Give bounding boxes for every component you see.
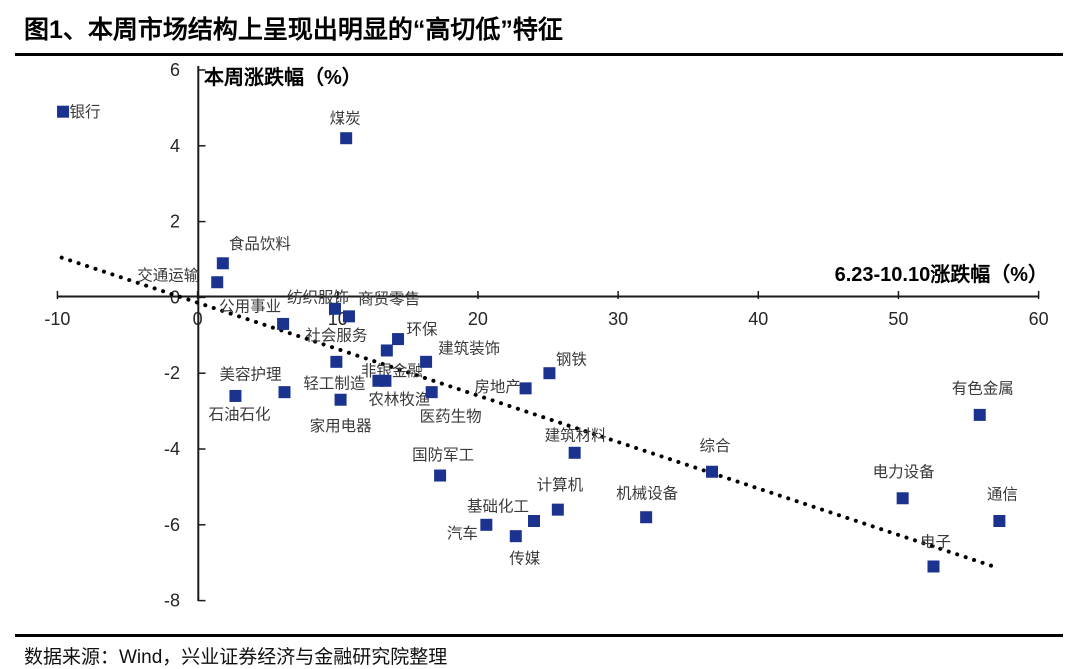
scatter-point-公用事业 bbox=[277, 317, 290, 330]
point-label-纺织服饰: 纺织服饰 bbox=[287, 288, 349, 306]
y-tick-label: -2 bbox=[164, 363, 180, 383]
x-tick-label: 60 bbox=[1029, 309, 1049, 329]
scatter-point-非银金融 bbox=[380, 344, 393, 357]
scatter-point-国防军工 bbox=[434, 469, 447, 482]
scatter-point-食品饮料 bbox=[216, 257, 229, 270]
point-label-综合: 综合 bbox=[700, 437, 732, 455]
scatter-point-美容护理 bbox=[278, 386, 291, 399]
point-label-基础化工: 基础化工 bbox=[467, 498, 529, 516]
point-label-食品饮料: 食品饮料 bbox=[229, 235, 291, 253]
x-tick-label: 30 bbox=[608, 309, 628, 329]
scatter-point-汽车 bbox=[480, 518, 493, 531]
trendline bbox=[59, 255, 996, 569]
scatter-point-医药生物 bbox=[425, 386, 438, 399]
point-label-家用电器: 家用电器 bbox=[310, 417, 373, 435]
y-axis-title: 本周涨跌幅（%） bbox=[204, 65, 362, 89]
point-label-商贸零售: 商贸零售 bbox=[358, 290, 420, 308]
x-tick-label: 20 bbox=[468, 309, 488, 329]
scatter-point-传媒 bbox=[509, 530, 522, 543]
scatter-point-银行 bbox=[57, 105, 70, 118]
scatter-point-通信 bbox=[993, 515, 1006, 528]
point-label-国防军工: 国防军工 bbox=[412, 446, 474, 464]
point-label-房地产: 房地产 bbox=[474, 378, 521, 396]
x-axis-title: 6.23-10.10涨跌幅（%） bbox=[835, 262, 1048, 286]
scatter-point-纺织服饰 bbox=[328, 302, 341, 315]
scatter-point-交通运输 bbox=[211, 276, 224, 289]
point-label-电子: 电子 bbox=[920, 533, 951, 551]
point-label-建筑材料: 建筑材料 bbox=[545, 426, 607, 444]
point-label-传媒: 传媒 bbox=[509, 550, 541, 568]
point-label-石油石化: 石油石化 bbox=[208, 405, 270, 423]
scatter-point-计算机 bbox=[551, 503, 564, 516]
point-label-通信: 通信 bbox=[987, 486, 1018, 504]
scatter-point-基础化工 bbox=[528, 515, 541, 528]
point-label-医药生物: 医药生物 bbox=[420, 408, 482, 426]
y-tick-label: 0 bbox=[170, 287, 180, 307]
footer-divider bbox=[15, 634, 1063, 637]
point-label-美容护理: 美容护理 bbox=[219, 366, 281, 384]
point-label-公用事业: 公用事业 bbox=[219, 297, 281, 315]
point-label-社会服务: 社会服务 bbox=[305, 326, 367, 344]
y-tick-label: 4 bbox=[170, 136, 180, 156]
point-label-环保: 环保 bbox=[407, 321, 439, 339]
point-label-交通运输: 交通运输 bbox=[137, 267, 200, 285]
point-label-农林牧渔: 农林牧渔 bbox=[368, 390, 430, 408]
y-tick-label: 6 bbox=[170, 60, 180, 80]
scatter-point-环保 bbox=[392, 333, 405, 346]
scatter-point-建筑装饰 bbox=[420, 355, 433, 368]
scatter-point-综合 bbox=[706, 465, 719, 478]
point-label-有色金属: 有色金属 bbox=[952, 379, 1014, 397]
y-tick-label: 2 bbox=[170, 212, 180, 232]
scatter-point-社会服务 bbox=[330, 355, 343, 368]
scatter-point-电子 bbox=[927, 560, 940, 573]
figure-title: 图1、本周市场结构上呈现出明显的“高切低”特征 bbox=[24, 16, 563, 44]
title-divider bbox=[15, 53, 1063, 56]
scatter-point-机械设备 bbox=[640, 511, 653, 524]
scatter-point-建筑材料 bbox=[568, 446, 581, 459]
scatter-point-商贸零售 bbox=[342, 310, 355, 323]
point-label-钢铁: 钢铁 bbox=[556, 351, 587, 369]
point-label-建筑装饰: 建筑装饰 bbox=[438, 339, 500, 357]
x-tick-label: 0 bbox=[193, 309, 203, 329]
scatter-point-钢铁 bbox=[543, 367, 556, 380]
point-label-机械设备: 机械设备 bbox=[616, 485, 679, 503]
point-label-煤炭: 煤炭 bbox=[330, 110, 361, 128]
scatter-point-家用电器 bbox=[334, 393, 347, 406]
point-label-计算机: 计算机 bbox=[537, 475, 584, 494]
scatter-point-石油石化 bbox=[229, 389, 242, 402]
point-label-轻工制造: 轻工制造 bbox=[303, 374, 366, 392]
point-label-汽车: 汽车 bbox=[447, 524, 478, 542]
point-label-电力设备: 电力设备 bbox=[873, 463, 936, 481]
y-tick-label: -8 bbox=[164, 591, 180, 611]
y-tick-label: -6 bbox=[164, 515, 180, 535]
y-tick-label: -4 bbox=[164, 439, 180, 459]
data-source: 数据来源：Wind，兴业证券经济与金融研究院整理 bbox=[24, 647, 448, 668]
point-label-银行: 银行 bbox=[70, 103, 101, 121]
x-tick-label: 40 bbox=[748, 309, 768, 329]
scatter-point-农林牧渔 bbox=[379, 374, 392, 387]
point-label-非银金融: 非银金融 bbox=[361, 362, 423, 380]
scatter-point-房地产 bbox=[519, 382, 532, 395]
scatter-point-电力设备 bbox=[896, 492, 909, 505]
scatter-point-煤炭 bbox=[340, 132, 353, 145]
scatter-point-有色金属 bbox=[973, 408, 986, 421]
x-tick-label: -10 bbox=[44, 309, 70, 329]
x-tick-label: 50 bbox=[888, 309, 908, 329]
